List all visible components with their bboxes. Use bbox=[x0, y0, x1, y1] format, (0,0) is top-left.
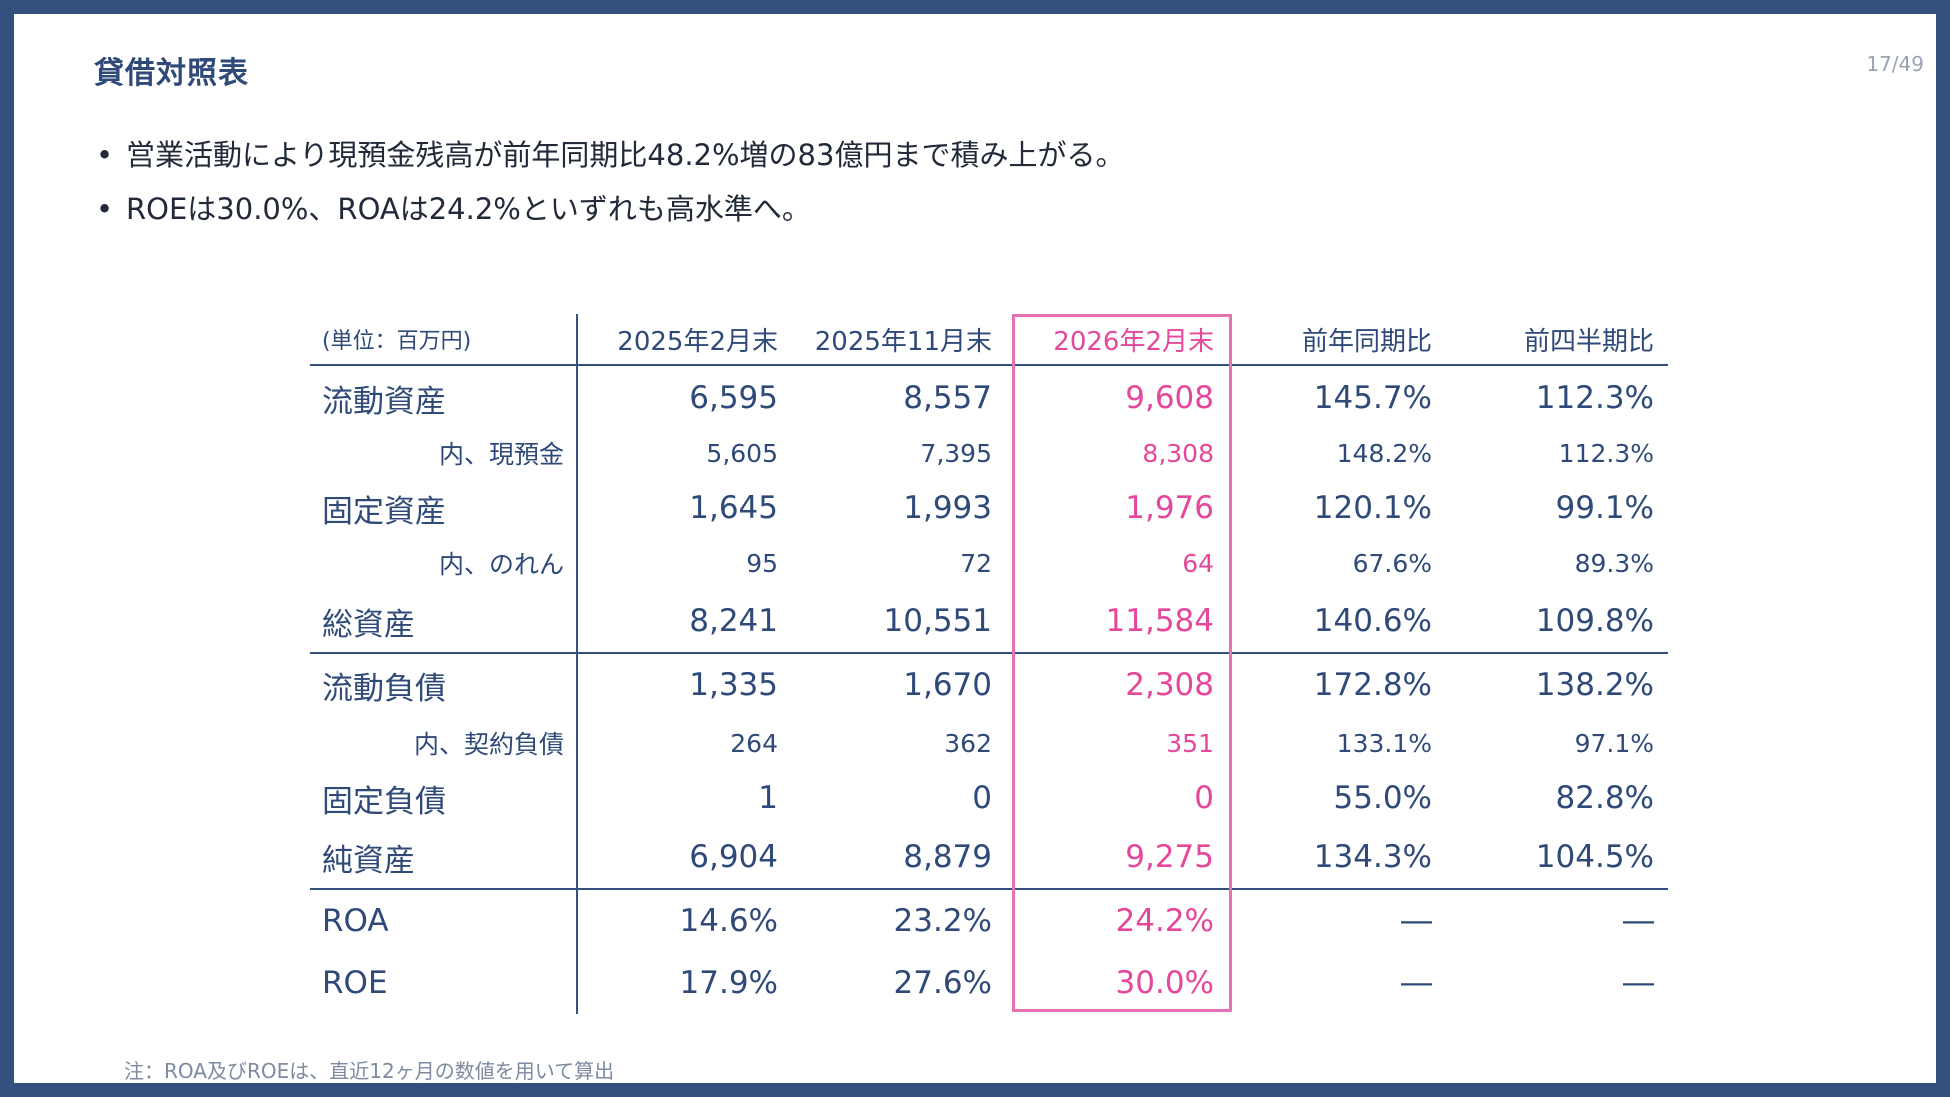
cell-value: 1,670 bbox=[903, 667, 992, 703]
header-yoy: 前年同期比 bbox=[1228, 314, 1446, 366]
cell-value-highlight: 24.2% bbox=[1115, 903, 1214, 939]
cell-yoy: ― bbox=[1401, 903, 1432, 939]
cell-value: 7,395 bbox=[920, 438, 992, 468]
cell-qoq: 109.8% bbox=[1446, 590, 1668, 654]
cell-value: 17.9% bbox=[679, 965, 778, 1001]
cell-value: 264 bbox=[730, 728, 778, 758]
cell-qoq: ― bbox=[1623, 903, 1654, 939]
table-row: ROE 17.9% 27.6% 30.0% ― ― bbox=[310, 952, 1668, 1014]
cell-qoq: 138.2% bbox=[1535, 667, 1654, 703]
bullet-icon: • bbox=[96, 138, 114, 172]
bullet-text: 営業活動により現預金残高が前年同期比48.2%増の83億円まで積み上がる。 bbox=[126, 138, 1125, 172]
table-row: 固定負債 1 0 0 55.0% 82.8% bbox=[310, 770, 1668, 826]
page-title: 貸借対照表 bbox=[94, 56, 249, 91]
cell-value: 1,335 bbox=[689, 667, 778, 703]
cell-value-highlight: 8,308 bbox=[1142, 438, 1214, 468]
cell-value-highlight: 0 bbox=[1194, 780, 1214, 816]
cell-value: 5,605 bbox=[706, 438, 778, 468]
cell-yoy: 140.6% bbox=[1228, 590, 1446, 654]
row-label: 内、のれん bbox=[310, 536, 578, 590]
cell-value-highlight: 2,308 bbox=[1125, 667, 1214, 703]
cell-value: 23.2% bbox=[893, 903, 992, 939]
cell-value: 27.6% bbox=[893, 965, 992, 1001]
cell-yoy: 134.3% bbox=[1228, 826, 1446, 890]
cell-qoq: 82.8% bbox=[1555, 780, 1654, 816]
bullet-icon: • bbox=[96, 192, 114, 226]
footnote: 注：ROA及びROEは、直近12ヶ月の数値を用いて算出 bbox=[124, 1059, 615, 1083]
header-unit: (単位：百万円) bbox=[310, 314, 578, 366]
row-label: 流動資産 bbox=[310, 365, 578, 426]
row-label: 内、現預金 bbox=[310, 426, 578, 480]
balance-sheet-table: (単位：百万円) 2025年2月末 2025年11月末 2026年2月末 前年同… bbox=[310, 314, 1668, 1014]
cell-value-highlight: 1,976 bbox=[1125, 490, 1214, 526]
cell-value-highlight: 64 bbox=[1182, 548, 1214, 578]
cell-value: 6,904 bbox=[577, 826, 792, 890]
table-row: 内、現預金 5,605 7,395 8,308 148.2% 112.3% bbox=[310, 426, 1668, 480]
row-label: ROE bbox=[310, 952, 578, 1014]
row-label: 総資産 bbox=[310, 590, 578, 654]
page-number: 17/49 bbox=[1866, 52, 1924, 76]
row-label: 純資産 bbox=[310, 826, 578, 890]
cell-value: 10,551 bbox=[792, 590, 1006, 654]
cell-value: 362 bbox=[944, 728, 992, 758]
row-label: 流動負債 bbox=[310, 653, 578, 716]
cell-value: 1 bbox=[758, 780, 778, 816]
cell-qoq: ― bbox=[1623, 965, 1654, 1001]
cell-value-highlight: 9,608 bbox=[1125, 380, 1214, 416]
bullet-text: ROEは30.0%、ROAは24.2%といずれも高水準へ。 bbox=[126, 192, 811, 226]
cell-yoy: 172.8% bbox=[1313, 667, 1432, 703]
header-2025-feb: 2025年2月末 bbox=[577, 314, 792, 366]
cell-qoq: 104.5% bbox=[1446, 826, 1668, 890]
bullet-list: • 営業活動により現預金残高が前年同期比48.2%増の83億円まで積み上がる。 … bbox=[96, 128, 1124, 236]
cell-value: 6,595 bbox=[689, 380, 778, 416]
row-label: ROA bbox=[310, 889, 578, 952]
cell-yoy: 55.0% bbox=[1333, 780, 1432, 816]
table-row: 流動資産 6,595 8,557 9,608 145.7% 112.3% bbox=[310, 365, 1668, 426]
cell-value: 0 bbox=[972, 780, 992, 816]
header-2026-feb: 2026年2月末 bbox=[1006, 314, 1228, 366]
table-header-row: (単位：百万円) 2025年2月末 2025年11月末 2026年2月末 前年同… bbox=[310, 314, 1668, 366]
row-label: 固定資産 bbox=[310, 480, 578, 536]
cell-value-highlight: 9,275 bbox=[1006, 826, 1228, 890]
cell-value: 95 bbox=[746, 548, 778, 578]
cell-qoq: 97.1% bbox=[1574, 728, 1654, 758]
table-row: 内、のれん 95 72 64 67.6% 89.3% bbox=[310, 536, 1668, 590]
cell-yoy: 133.1% bbox=[1336, 728, 1432, 758]
cell-value-highlight: 11,584 bbox=[1006, 590, 1228, 654]
row-label: 固定負債 bbox=[310, 770, 578, 826]
cell-qoq: 112.3% bbox=[1535, 380, 1654, 416]
cell-yoy: ― bbox=[1401, 965, 1432, 1001]
table-row: 流動負債 1,335 1,670 2,308 172.8% 138.2% bbox=[310, 653, 1668, 716]
cell-yoy: 120.1% bbox=[1313, 490, 1432, 526]
cell-value: 72 bbox=[960, 548, 992, 578]
cell-value: 1,993 bbox=[903, 490, 992, 526]
cell-yoy: 145.7% bbox=[1313, 380, 1432, 416]
table-row: 純資産 6,904 8,879 9,275 134.3% 104.5% bbox=[310, 826, 1668, 890]
cell-yoy: 148.2% bbox=[1336, 438, 1432, 468]
row-label: 内、契約負債 bbox=[310, 716, 578, 770]
cell-value: 14.6% bbox=[679, 903, 778, 939]
cell-value: 8,241 bbox=[577, 590, 792, 654]
table-row: 総資産 8,241 10,551 11,584 140.6% 109.8% bbox=[310, 590, 1668, 654]
table-row: 内、契約負債 264 362 351 133.1% 97.1% bbox=[310, 716, 1668, 770]
header-2025-nov: 2025年11月末 bbox=[792, 314, 1006, 366]
cell-yoy: 67.6% bbox=[1352, 548, 1432, 578]
bullet-item: • 営業活動により現預金残高が前年同期比48.2%増の83億円まで積み上がる。 bbox=[96, 128, 1124, 182]
table-row: 固定資産 1,645 1,993 1,976 120.1% 99.1% bbox=[310, 480, 1668, 536]
header-qoq: 前四半期比 bbox=[1446, 314, 1668, 366]
cell-qoq: 89.3% bbox=[1574, 548, 1654, 578]
cell-value: 1,645 bbox=[689, 490, 778, 526]
cell-value: 8,557 bbox=[903, 380, 992, 416]
cell-value: 8,879 bbox=[792, 826, 1006, 890]
cell-value-highlight: 30.0% bbox=[1115, 965, 1214, 1001]
cell-qoq: 99.1% bbox=[1555, 490, 1654, 526]
cell-value-highlight: 351 bbox=[1166, 728, 1214, 758]
bullet-item: • ROEは30.0%、ROAは24.2%といずれも高水準へ。 bbox=[96, 182, 1124, 236]
cell-qoq: 112.3% bbox=[1558, 438, 1654, 468]
table-row: ROA 14.6% 23.2% 24.2% ― ― bbox=[310, 889, 1668, 952]
